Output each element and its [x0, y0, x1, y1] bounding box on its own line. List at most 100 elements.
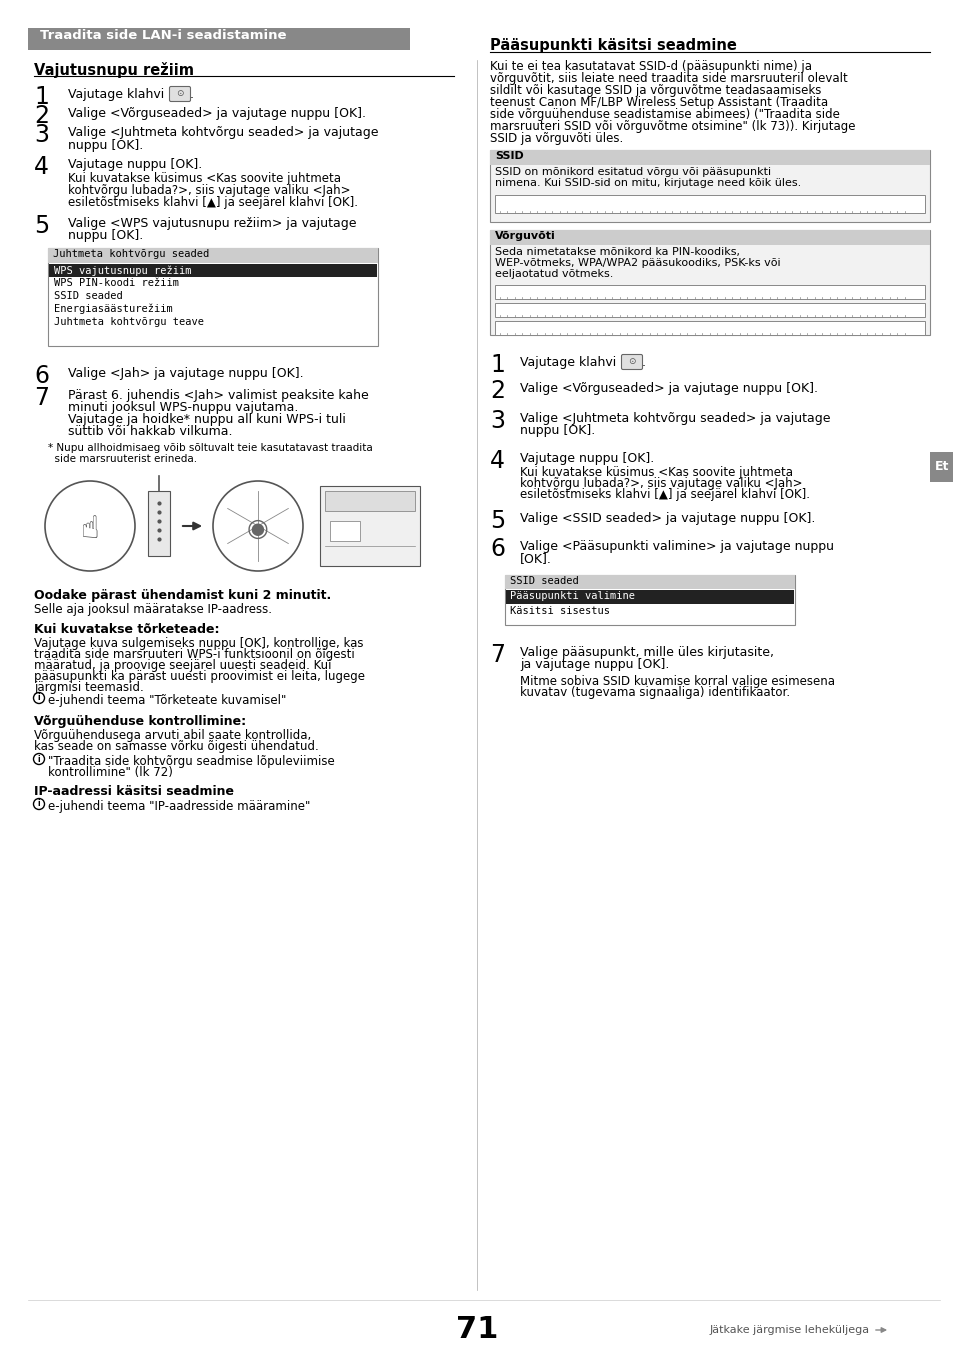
- Text: Pääsupunkti valimine: Pääsupunkti valimine: [510, 590, 635, 601]
- Text: Jätkake järgmise leheküljega: Jätkake järgmise leheküljega: [709, 1325, 869, 1335]
- Text: sildilt või kasutage SSID ja võrguvõtme teadasaamiseks: sildilt või kasutage SSID ja võrguvõtme …: [490, 84, 821, 97]
- Text: SSID on mõnikord esitatud võrgu või pääsupunkti: SSID on mõnikord esitatud võrgu või pääs…: [495, 167, 770, 177]
- Bar: [48, 248, 377, 263]
- Text: ja vajutage nuppu [OK].: ja vajutage nuppu [OK].: [519, 658, 669, 671]
- Text: 1: 1: [490, 353, 504, 377]
- Bar: [504, 576, 794, 589]
- Text: nimena. Kui SSID-sid on mitu, kirjutage need kõik üles.: nimena. Kui SSID-sid on mitu, kirjutage …: [495, 178, 801, 187]
- Text: Võrguvõti: Võrguvõti: [495, 231, 556, 241]
- Bar: [505, 590, 793, 604]
- Text: SSID: SSID: [495, 151, 523, 160]
- Text: [OK].: [OK].: [519, 551, 551, 565]
- Text: SSID ja võrguvõti üles.: SSID ja võrguvõti üles.: [490, 132, 622, 146]
- Text: Vajutage klahvi: Vajutage klahvi: [519, 356, 616, 369]
- Text: 5: 5: [34, 214, 50, 239]
- Text: Juhtmeta kohtvõrgu seaded: Juhtmeta kohtvõrgu seaded: [53, 249, 209, 259]
- Text: Valige <Jah> ja vajutage nuppu [OK].: Valige <Jah> ja vajutage nuppu [OK].: [68, 367, 303, 380]
- Text: i: i: [38, 693, 40, 702]
- Text: Vajutage kuva sulgemiseks nuppu [OK], kontrollige, kas: Vajutage kuva sulgemiseks nuppu [OK], ko…: [34, 638, 363, 650]
- Text: Võrguühenduse kontrollimine:: Võrguühenduse kontrollimine:: [34, 714, 246, 728]
- Circle shape: [213, 481, 303, 572]
- Text: kontrollimine" (lk 72): kontrollimine" (lk 72): [48, 766, 172, 779]
- Text: SSID seaded: SSID seaded: [54, 291, 123, 301]
- Text: eeljaotatud võtmeks.: eeljaotatud võtmeks.: [495, 270, 613, 279]
- Text: 1: 1: [34, 85, 49, 109]
- Text: määratud, ja proovige seejärel uuesti seadeid. Kui: määratud, ja proovige seejärel uuesti se…: [34, 659, 331, 673]
- Text: Võrguühendusega arvuti abil saate kontrollida,: Võrguühendusega arvuti abil saate kontro…: [34, 729, 311, 741]
- Bar: [319, 487, 419, 566]
- Text: järgmisi teemasid.: järgmisi teemasid.: [34, 681, 144, 694]
- Text: Et: Et: [934, 461, 948, 473]
- Text: 6: 6: [34, 364, 49, 388]
- Text: ◉: ◉: [247, 518, 269, 541]
- Text: Valige <Juhtmeta kohtvõrgu seaded> ja vajutage: Valige <Juhtmeta kohtvõrgu seaded> ja va…: [519, 412, 830, 425]
- Text: Vajutage nuppu [OK].: Vajutage nuppu [OK].: [519, 452, 654, 465]
- Text: Valige <WPS vajutusnupu režiim> ja vajutage: Valige <WPS vajutusnupu režiim> ja vajut…: [68, 217, 356, 231]
- Text: Valige <Võrguseaded> ja vajutage nuppu [OK].: Valige <Võrguseaded> ja vajutage nuppu […: [519, 381, 817, 395]
- Text: 5: 5: [490, 510, 505, 532]
- Text: Juhtmeta kohtvõrgu teave: Juhtmeta kohtvõrgu teave: [54, 317, 204, 328]
- Circle shape: [33, 754, 45, 764]
- Text: 4: 4: [490, 449, 504, 473]
- Text: Kui kuvatakse küsimus <Kas soovite juhtmeta: Kui kuvatakse küsimus <Kas soovite juhtm…: [519, 466, 792, 479]
- Text: 3: 3: [490, 408, 504, 433]
- Bar: [490, 150, 929, 164]
- Text: Pärast 6. juhendis <Jah> valimist peaksite kahe: Pärast 6. juhendis <Jah> valimist peaksi…: [68, 390, 369, 402]
- Text: Valige <Võrguseaded> ja vajutage nuppu [OK].: Valige <Võrguseaded> ja vajutage nuppu […: [68, 106, 366, 120]
- Text: 2: 2: [34, 104, 49, 128]
- Text: ☝: ☝: [81, 515, 99, 543]
- Text: 3: 3: [34, 123, 49, 147]
- Text: ⊙: ⊙: [176, 89, 184, 98]
- Text: IP-aadressi käsitsi seadmine: IP-aadressi käsitsi seadmine: [34, 785, 233, 798]
- Text: kohtvõrgu lubada?>, siis vajutage valiku <Jah>: kohtvõrgu lubada?>, siis vajutage valiku…: [519, 477, 801, 491]
- Text: nuppu [OK].: nuppu [OK].: [68, 139, 143, 152]
- Text: i: i: [38, 799, 40, 809]
- FancyBboxPatch shape: [170, 86, 191, 101]
- Text: Valige pääsupunkt, mille üles kirjutasite,: Valige pääsupunkt, mille üles kirjutasit…: [519, 646, 773, 659]
- Bar: [490, 231, 929, 245]
- Text: Traadita side LAN-i seadistamine: Traadita side LAN-i seadistamine: [40, 30, 286, 42]
- Text: Energiasäästurežiim: Energiasäästurežiim: [54, 305, 172, 314]
- Text: süttib või hakkab vilkuma.: süttib või hakkab vilkuma.: [68, 425, 233, 438]
- Text: side võrguühenduse seadistamise abimees) ("Traadita side: side võrguühenduse seadistamise abimees)…: [490, 108, 839, 121]
- Bar: [48, 248, 377, 346]
- Text: "Traadita side kohtvõrgu seadmise lõpuleviimise: "Traadita side kohtvõrgu seadmise lõpule…: [48, 755, 335, 768]
- Text: .: .: [641, 356, 645, 369]
- Text: pääsupunkti ka pärast uuesti proovimist ei leita, lugege: pääsupunkti ka pärast uuesti proovimist …: [34, 670, 365, 683]
- Text: SSID seaded: SSID seaded: [510, 576, 578, 586]
- Text: nuppu [OK].: nuppu [OK].: [68, 229, 143, 243]
- Text: Selle aja jooksul määratakse IP-aadress.: Selle aja jooksul määratakse IP-aadress.: [34, 603, 272, 616]
- Bar: [495, 303, 924, 317]
- Text: side marsruuterist erineda.: side marsruuterist erineda.: [48, 454, 197, 464]
- Bar: [495, 321, 924, 336]
- Text: 7: 7: [490, 643, 504, 667]
- Text: Valige <Juhtmeta kohtvõrgu seaded> ja vajutage: Valige <Juhtmeta kohtvõrgu seaded> ja va…: [68, 125, 378, 139]
- Bar: [148, 491, 170, 555]
- Text: Mitme sobiva SSID kuvamise korral valige esimesena: Mitme sobiva SSID kuvamise korral valige…: [519, 675, 834, 687]
- Text: WPS PIN-koodi režiim: WPS PIN-koodi režiim: [54, 278, 179, 288]
- Text: Vajutage ja hoidke* nuppu all kuni WPS-i tuli: Vajutage ja hoidke* nuppu all kuni WPS-i…: [68, 412, 346, 426]
- Text: Vajutusnupu režiim: Vajutusnupu režiim: [34, 62, 193, 78]
- Text: võrguvõtit, siis leiate need traadita side marsruuteril olevalt: võrguvõtit, siis leiate need traadita si…: [490, 71, 847, 85]
- Circle shape: [45, 481, 135, 572]
- Text: Valige <Pääsupunkti valimine> ja vajutage nuppu: Valige <Pääsupunkti valimine> ja vajutag…: [519, 541, 833, 553]
- Text: Oodake pärast ühendamist kuni 2 minutit.: Oodake pärast ühendamist kuni 2 minutit.: [34, 589, 331, 603]
- Text: Kui te ei tea kasutatavat SSID-d (pääsupunkti nime) ja: Kui te ei tea kasutatavat SSID-d (pääsup…: [490, 61, 811, 73]
- Text: esiletõstmiseks klahvi [▲] ja seejärel klahvi [OK].: esiletõstmiseks klahvi [▲] ja seejärel k…: [519, 488, 809, 501]
- Bar: [495, 195, 924, 213]
- Text: Seda nimetatakse mõnikord ka PIN-koodiks,: Seda nimetatakse mõnikord ka PIN-koodiks…: [495, 247, 740, 257]
- Text: Pääsupunkti käsitsi seadmine: Pääsupunkti käsitsi seadmine: [490, 38, 736, 53]
- Text: minuti jooksul WPS-nuppu vajutama.: minuti jooksul WPS-nuppu vajutama.: [68, 400, 298, 414]
- Text: 4: 4: [34, 155, 49, 179]
- Text: teenust Canon MF/LBP Wireless Setup Assistant (Traadita: teenust Canon MF/LBP Wireless Setup Assi…: [490, 96, 827, 109]
- Bar: [330, 520, 359, 541]
- Bar: [495, 284, 924, 299]
- FancyBboxPatch shape: [620, 355, 641, 369]
- Bar: [504, 576, 794, 625]
- Text: .: .: [190, 88, 193, 101]
- Text: nuppu [OK].: nuppu [OK].: [519, 425, 595, 437]
- Bar: [49, 264, 376, 276]
- Text: kas seade on samasse võrku õigesti ühendatud.: kas seade on samasse võrku õigesti ühend…: [34, 740, 318, 754]
- Text: e-juhendi teema "IP-aadresside määramine": e-juhendi teema "IP-aadresside määramine…: [48, 799, 310, 813]
- Bar: [325, 491, 415, 511]
